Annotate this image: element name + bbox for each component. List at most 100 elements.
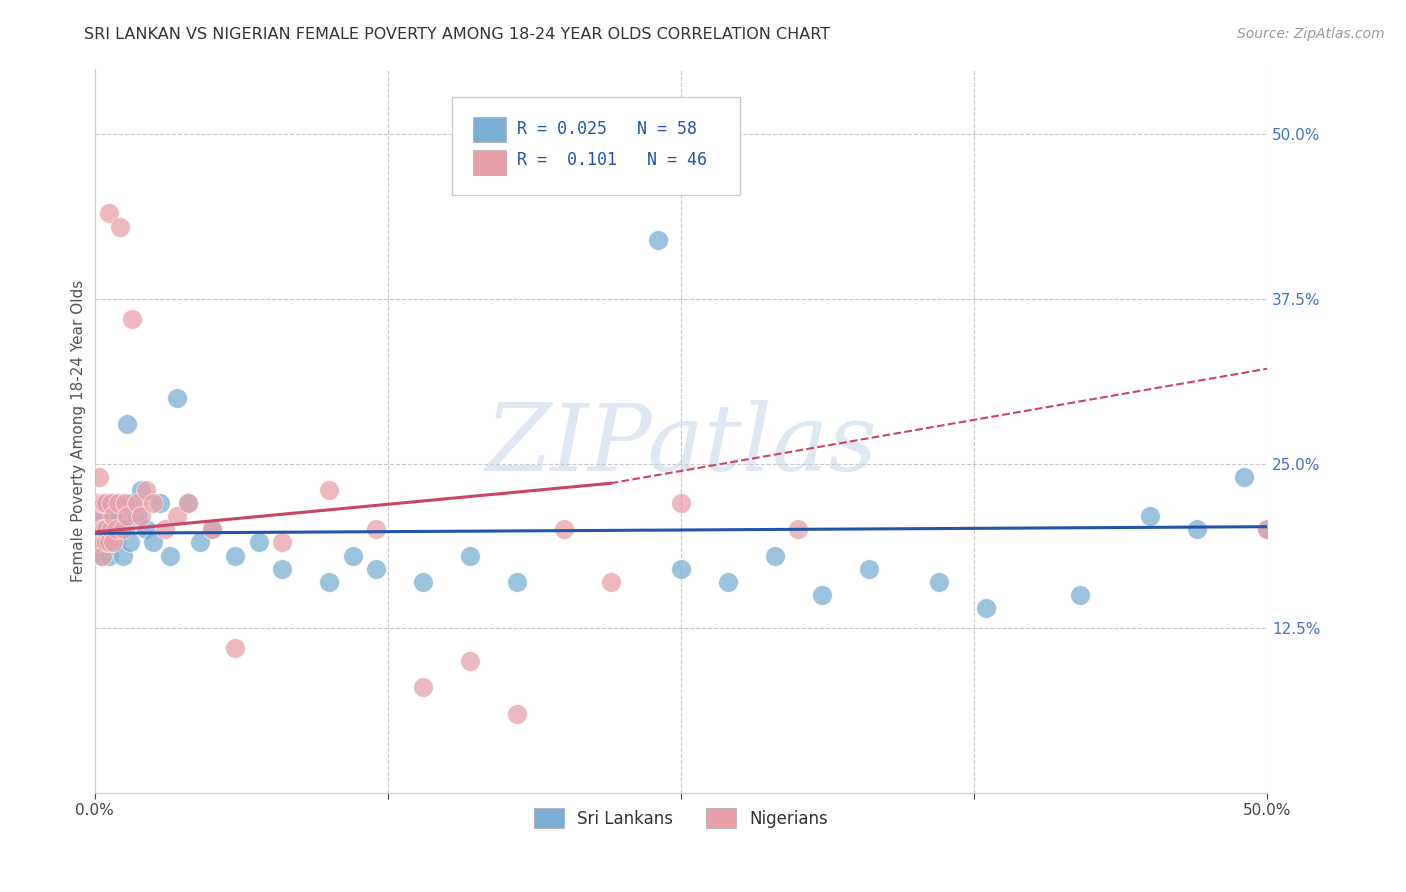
Text: SRI LANKAN VS NIGERIAN FEMALE POVERTY AMONG 18-24 YEAR OLDS CORRELATION CHART: SRI LANKAN VS NIGERIAN FEMALE POVERTY AM… bbox=[84, 27, 831, 42]
Point bbox=[412, 681, 434, 695]
Point bbox=[974, 601, 997, 615]
Point bbox=[96, 522, 118, 536]
Text: R = 0.025   N = 58: R = 0.025 N = 58 bbox=[517, 120, 697, 137]
Point bbox=[458, 654, 481, 668]
Point bbox=[96, 535, 118, 549]
Point bbox=[96, 496, 118, 510]
Point bbox=[90, 496, 112, 510]
Point bbox=[86, 496, 108, 510]
FancyBboxPatch shape bbox=[453, 97, 740, 195]
Point bbox=[89, 535, 111, 549]
Point bbox=[364, 522, 387, 536]
Point bbox=[110, 219, 132, 234]
Point bbox=[763, 549, 786, 563]
Point bbox=[121, 311, 143, 326]
Point bbox=[458, 549, 481, 563]
Point bbox=[135, 522, 157, 536]
Point bbox=[100, 535, 122, 549]
Point bbox=[166, 391, 188, 405]
Point bbox=[107, 496, 129, 510]
Point bbox=[271, 535, 294, 549]
Point bbox=[93, 509, 115, 524]
Legend: Sri Lankans, Nigerians: Sri Lankans, Nigerians bbox=[527, 801, 835, 835]
Text: Source: ZipAtlas.com: Source: ZipAtlas.com bbox=[1237, 27, 1385, 41]
Point bbox=[93, 522, 115, 536]
Point bbox=[1233, 469, 1256, 483]
Point bbox=[717, 574, 740, 589]
Point bbox=[86, 522, 108, 536]
Point bbox=[188, 535, 211, 549]
Point bbox=[90, 522, 112, 536]
Point bbox=[103, 522, 125, 536]
Point bbox=[271, 562, 294, 576]
Point bbox=[1069, 588, 1091, 602]
Point bbox=[89, 535, 111, 549]
Point bbox=[93, 496, 115, 510]
Point bbox=[1256, 522, 1278, 536]
Point bbox=[647, 233, 669, 247]
Point bbox=[142, 535, 165, 549]
Point bbox=[117, 417, 139, 431]
Point bbox=[177, 496, 200, 510]
Point bbox=[318, 574, 340, 589]
Point bbox=[159, 549, 181, 563]
Point bbox=[90, 549, 112, 563]
Point bbox=[201, 522, 224, 536]
Point bbox=[114, 522, 136, 536]
Point bbox=[125, 496, 148, 510]
Point bbox=[104, 522, 127, 536]
Point bbox=[125, 509, 148, 524]
FancyBboxPatch shape bbox=[474, 117, 506, 143]
Point bbox=[224, 640, 246, 655]
Point bbox=[506, 706, 529, 721]
Point bbox=[103, 535, 125, 549]
Point bbox=[787, 522, 810, 536]
Point bbox=[111, 549, 134, 563]
Point bbox=[135, 483, 157, 497]
Point bbox=[858, 562, 880, 576]
Point bbox=[318, 483, 340, 497]
Point bbox=[247, 535, 270, 549]
Text: R =  0.101   N = 46: R = 0.101 N = 46 bbox=[517, 152, 707, 169]
Point bbox=[96, 535, 118, 549]
Point bbox=[100, 509, 122, 524]
Point bbox=[810, 588, 832, 602]
FancyBboxPatch shape bbox=[474, 150, 506, 175]
Point bbox=[103, 509, 125, 524]
Point bbox=[97, 522, 120, 536]
Point bbox=[142, 496, 165, 510]
Point bbox=[669, 496, 692, 510]
Point bbox=[553, 522, 575, 536]
Point bbox=[224, 549, 246, 563]
Point bbox=[111, 522, 134, 536]
Point bbox=[90, 549, 112, 563]
Point bbox=[114, 496, 136, 510]
Point bbox=[97, 535, 120, 549]
Point bbox=[153, 522, 176, 536]
Point bbox=[166, 509, 188, 524]
Point bbox=[149, 496, 172, 510]
Point bbox=[100, 522, 122, 536]
Point bbox=[89, 469, 111, 483]
Point bbox=[201, 522, 224, 536]
Point bbox=[506, 574, 529, 589]
Point bbox=[93, 522, 115, 536]
Point bbox=[928, 574, 950, 589]
Point bbox=[364, 562, 387, 576]
Point bbox=[107, 522, 129, 536]
Y-axis label: Female Poverty Among 18-24 Year Olds: Female Poverty Among 18-24 Year Olds bbox=[72, 279, 86, 582]
Point bbox=[89, 509, 111, 524]
Point bbox=[412, 574, 434, 589]
Point bbox=[1185, 522, 1208, 536]
Point bbox=[93, 535, 115, 549]
Point bbox=[103, 496, 125, 510]
Point bbox=[90, 496, 112, 510]
Point bbox=[599, 574, 621, 589]
Point bbox=[669, 562, 692, 576]
Point bbox=[118, 535, 141, 549]
Point bbox=[89, 509, 111, 524]
Point bbox=[110, 509, 132, 524]
Point bbox=[96, 496, 118, 510]
Point bbox=[177, 496, 200, 510]
Point bbox=[104, 535, 127, 549]
